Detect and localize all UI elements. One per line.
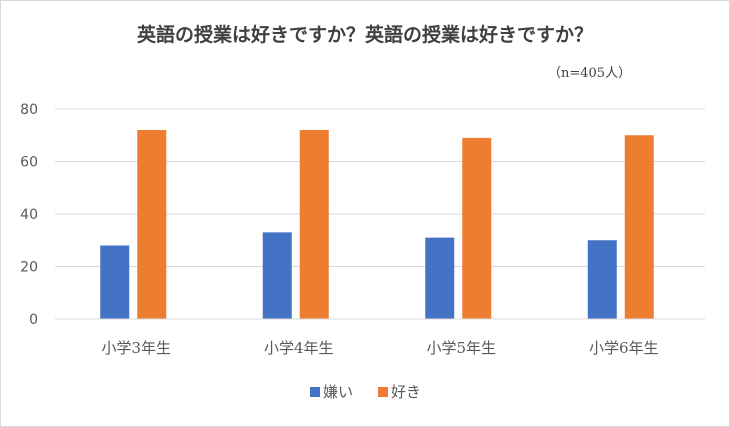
legend-label: 好き (391, 383, 421, 401)
bar-dislike (262, 232, 292, 319)
bar-dislike (425, 237, 455, 319)
x-category-label: 小学6年生 (589, 339, 659, 357)
x-category-label: 小学3年生 (101, 339, 171, 357)
chart-title: 英語の授業は好きですか？英語の授業は好きですか？ (136, 24, 593, 46)
y-tick-label: 20 (20, 260, 38, 276)
legend-label: 嫌い (323, 383, 353, 401)
y-tick-label: 80 (20, 102, 38, 118)
legend-swatch (378, 387, 388, 397)
bar-like (137, 130, 167, 319)
bar-dislike (100, 245, 130, 319)
bar-like (624, 135, 654, 319)
legend-swatch (310, 387, 320, 397)
y-tick-label: 40 (20, 207, 38, 223)
x-category-label: 小学4年生 (264, 339, 334, 357)
x-category-label: 小学5年生 (426, 339, 496, 357)
bar-like (299, 130, 329, 319)
y-tick-label: 0 (29, 312, 38, 328)
y-tick-label: 60 (20, 155, 38, 171)
bar-dislike (587, 240, 617, 319)
bar-like (462, 137, 492, 319)
chart-subtitle: （n=405人） (548, 66, 632, 81)
